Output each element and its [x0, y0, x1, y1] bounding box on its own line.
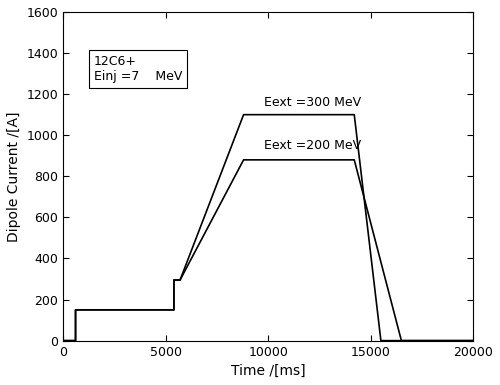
Text: Eext =200 MeV: Eext =200 MeV	[264, 139, 361, 152]
Y-axis label: Dipole Current /[A]: Dipole Current /[A]	[7, 111, 21, 241]
Text: Eext =300 MeV: Eext =300 MeV	[264, 97, 361, 109]
Text: 12C6+
Einj =7    MeV: 12C6+ Einj =7 MeV	[94, 55, 182, 83]
X-axis label: Time /[ms]: Time /[ms]	[231, 364, 306, 378]
